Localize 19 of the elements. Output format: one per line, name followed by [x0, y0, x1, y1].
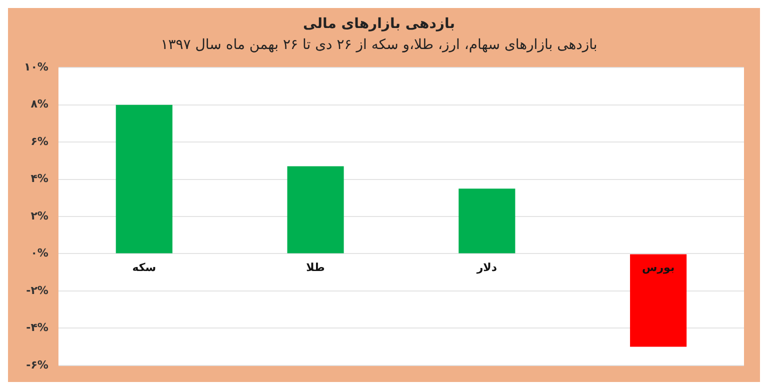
chart-title: بازدهی بازارهای مالی	[303, 16, 455, 32]
bar	[116, 104, 172, 254]
x-tick-label: طلا	[306, 261, 325, 274]
bar	[630, 254, 687, 347]
y-tick-label: -۴%	[26, 321, 48, 334]
y-tick-label: ۴%	[30, 172, 48, 186]
x-tick-label: دلار	[476, 261, 498, 274]
bar	[458, 188, 516, 254]
y-tick-label: ۲%	[30, 209, 48, 222]
x-tick-label: بورس	[642, 261, 675, 274]
y-tick-label: -۲%	[26, 284, 48, 297]
y-tick-label: ۰%	[30, 246, 48, 260]
chart-subtitle: بازدهی بازارهای سهام، ارز، طلا،و سکه از ۲۶ دی تا ۲۶ بهمن ماه سال ۱۳۹۷	[160, 36, 598, 53]
bar	[287, 166, 344, 254]
y-tick-label: -۶%	[26, 358, 48, 372]
x-tick-label: سکه	[132, 261, 156, 274]
y-tick-label: ۸%	[30, 98, 48, 111]
y-tick-label: ۱۰%	[24, 60, 48, 74]
y-tick-label: ۶%	[30, 134, 48, 148]
